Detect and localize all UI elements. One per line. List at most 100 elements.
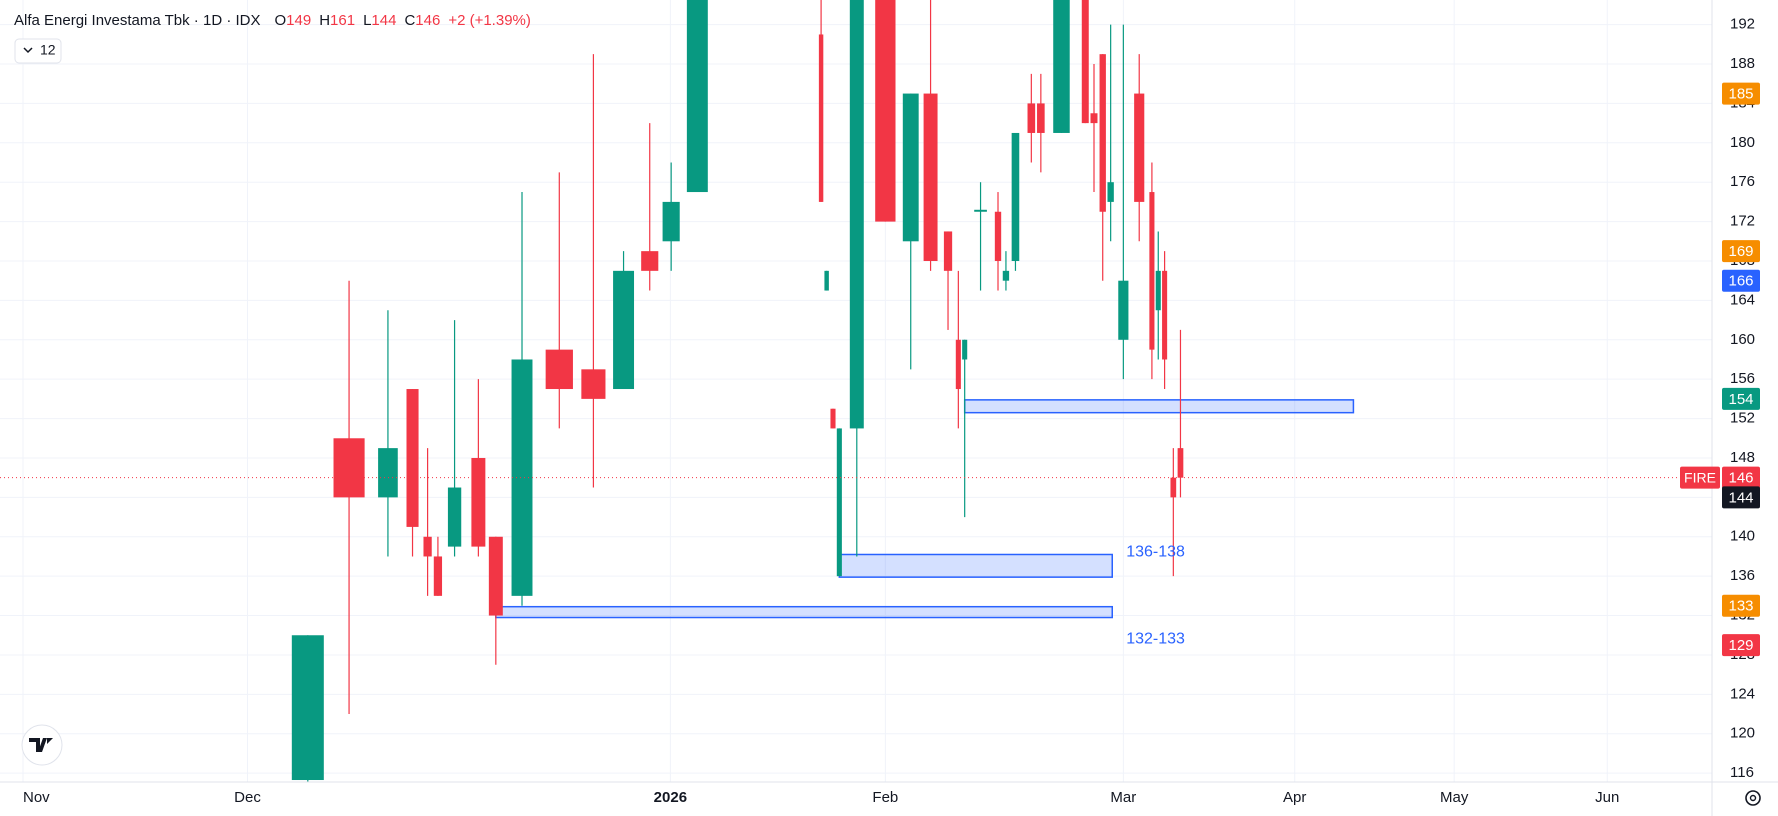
zone [838,553,1113,578]
price-badge-label: 166 [1728,273,1753,290]
indicator-toggle[interactable]: 12 [14,38,62,64]
candle-body [423,536,432,557]
y-tick-label: 160 [1730,331,1755,348]
candle-body [830,408,836,429]
gear[interactable] [1745,790,1761,806]
zone [495,605,1113,619]
logo-mark [29,738,53,752]
y-tick-label: 152 [1730,410,1755,427]
candle-body [1118,280,1129,340]
candle-body [333,438,365,498]
legend-text: 146 [415,12,440,29]
price-badge [1722,594,1760,617]
candle-body [943,231,953,271]
candle-body [1027,103,1036,133]
x-tick-label: Nov [23,789,50,806]
zone-label: 136-138 [1126,544,1185,561]
legend-text: C [404,12,415,29]
price-badge [1722,634,1760,657]
candle-body [1149,192,1155,350]
candle-body [1107,182,1114,202]
legend-text: Alfa Energi Investama Tbk · 1D · IDX [14,12,260,29]
candle-body [1090,113,1098,124]
candle-body [1162,270,1168,360]
legend-text: +2 (+1.39%) [448,12,531,29]
legend-text: H [319,12,330,29]
x-tick-label: Mar [1110,789,1136,806]
price-badge [1722,269,1760,292]
candle-body [824,270,829,291]
zone [963,399,1355,414]
legend-header: Alfa Energi Investama Tbk · 1D · IDX O149… [14,12,531,29]
settings-icon[interactable] [1745,790,1761,806]
tv-logo[interactable] [21,724,63,766]
candle-body [955,339,961,390]
axes: 1161201241281321361401441481521561601641… [23,16,1760,806]
y-tick-label: 192 [1730,16,1755,33]
price-badge-label: 185 [1728,86,1753,103]
price-badge-label: 146 [1728,470,1753,487]
y-tick-label: 156 [1730,370,1755,387]
candle-body [902,93,919,242]
legend-text: 149 [286,12,311,29]
y-tick-label: 116 [1730,764,1754,781]
candle-body [1134,93,1145,202]
y-tick-label: 176 [1730,173,1755,190]
x-tick-label: 2026 [654,789,687,806]
symbol-badge [1680,466,1720,489]
candle-body [1177,448,1184,478]
candle-body [471,457,486,547]
candle-body [1037,103,1045,133]
candle-body [1011,132,1020,261]
x-tick-label: May [1440,789,1469,806]
zone-label: 132-133 [1126,631,1185,648]
x-tick-label: Apr [1283,789,1306,806]
y-tick-label: 180 [1730,134,1755,151]
candle-body [1053,0,1070,133]
candle-body [581,369,606,399]
candle-body [662,201,680,242]
candle-body [433,556,443,596]
candle-body [291,635,324,781]
price-badge [1722,82,1760,105]
candle-body [836,428,842,577]
candle-body [1081,0,1089,124]
candle-body [511,359,533,596]
legend-text: L [363,12,371,29]
candle-body [1099,54,1106,212]
candle-body [875,0,896,222]
price-badge [1722,466,1760,489]
x-tick-label: Feb [872,789,898,806]
candle-body [1170,477,1177,498]
legend-text: O [274,12,286,29]
candles [291,0,1184,782]
candle-body [406,389,419,527]
candle-body [974,209,987,212]
candle-body [1155,270,1161,311]
legend-text: 144 [371,12,396,29]
y-tick-label: 124 [1730,685,1755,702]
candle-body [923,93,938,261]
indicator-count: 12 [40,42,56,58]
candle-body [849,0,864,429]
y-tick-label: 120 [1730,725,1755,742]
toggle-button[interactable] [14,38,62,64]
y-tick-label: 172 [1730,213,1755,230]
price-badge [1722,387,1760,410]
candle-body [686,0,708,193]
price-badge-label: 129 [1728,637,1753,654]
price-badge-label: 169 [1728,243,1753,260]
candle-body [545,349,573,390]
candle-body [994,211,1002,261]
price-badge [1722,240,1760,263]
price-badge [1722,486,1760,509]
candle-body [1002,270,1010,281]
y-tick-label: 148 [1730,449,1755,466]
candle-body [447,487,462,547]
candle-body [613,270,635,390]
candle-body [641,251,659,271]
y-tick-label: 164 [1730,291,1755,308]
chevron-icon [23,47,33,54]
price-badge-label: 133 [1728,598,1753,615]
